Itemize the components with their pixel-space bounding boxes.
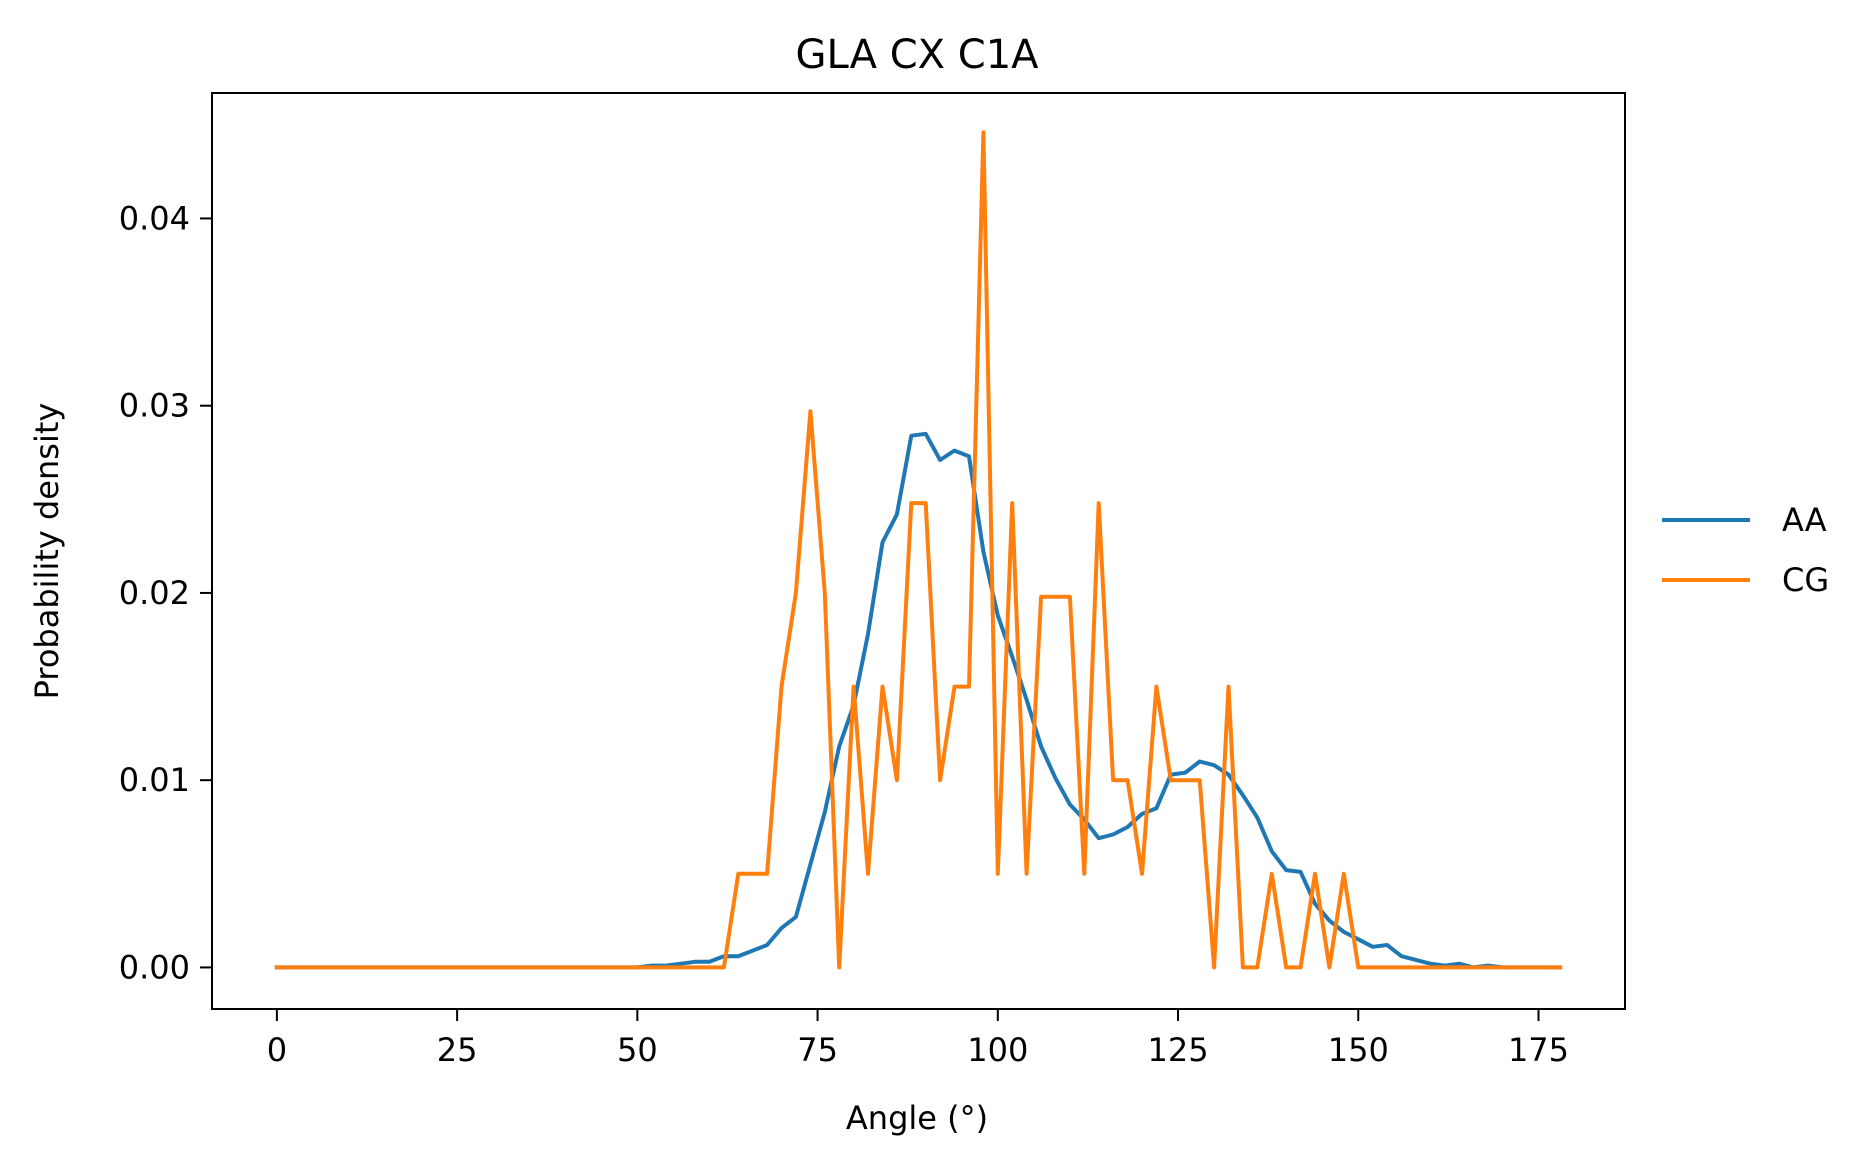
- y-tick-label: 0.03: [119, 387, 190, 425]
- y-tick-label: 0.04: [119, 199, 190, 237]
- plot-frame: [211, 92, 1626, 1010]
- x-axis-ticks: 0 25 50 75 100 125 150 175: [267, 1009, 1569, 1069]
- y-tick-label: 0.00: [119, 948, 190, 986]
- y-axis-label: Probability density: [28, 403, 66, 700]
- y-axis-ticks: 0.00 0.01 0.02 0.03 0.04: [119, 199, 212, 986]
- x-tick-label: 75: [797, 1031, 838, 1069]
- y-tick-label: 0.02: [119, 574, 190, 612]
- x-tick-label: 150: [1328, 1031, 1389, 1069]
- x-tick-label: 125: [1147, 1031, 1208, 1069]
- x-tick-label: 50: [617, 1031, 658, 1069]
- x-tick-label: 100: [967, 1031, 1028, 1069]
- x-tick-label: 175: [1508, 1031, 1569, 1069]
- x-tick-label: 0: [267, 1031, 287, 1069]
- series-layer: [274, 130, 1563, 970]
- x-tick-label: 25: [437, 1031, 478, 1069]
- legend-label-aa: AA: [1782, 501, 1827, 539]
- y-tick-label: 0.01: [119, 761, 190, 799]
- x-axis-label: Angle (°): [846, 1099, 988, 1137]
- series-line-cg: [274, 130, 1563, 970]
- legend-label-cg: CG: [1782, 561, 1829, 599]
- legend: AA CG: [1662, 501, 1829, 599]
- chart-title: GLA CX C1A: [795, 32, 1039, 78]
